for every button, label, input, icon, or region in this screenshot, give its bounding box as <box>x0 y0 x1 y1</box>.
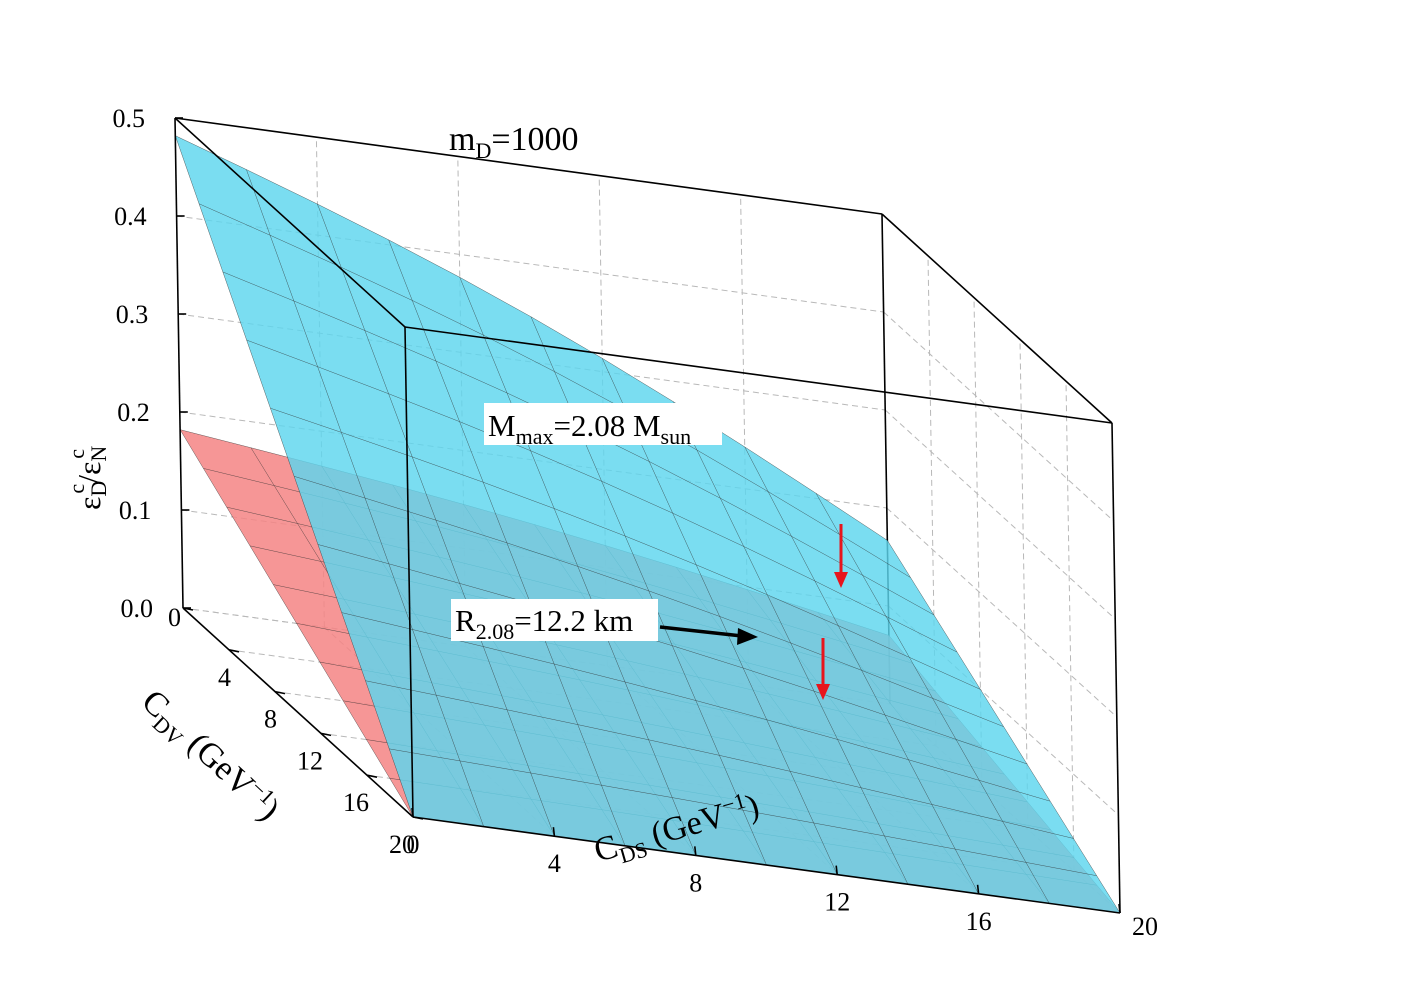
z-tick-label: 0.3 <box>116 300 149 329</box>
z-axis-title: εDc/εNc <box>64 446 111 510</box>
y-axis-title: CDV (GeV−1) <box>131 681 288 832</box>
z-tick-label: 0.4 <box>114 202 147 231</box>
mesh-line <box>365 680 1074 839</box>
y-tick-mark <box>228 649 240 653</box>
surface-layer <box>175 135 1121 914</box>
x-tick-label: 0 <box>407 830 420 859</box>
box-edge <box>412 816 1121 914</box>
x-tick-mark <box>835 865 838 875</box>
y-tick-mark <box>182 607 194 611</box>
y-tick-label: 4 <box>218 663 231 692</box>
x-tick-mark <box>1118 903 1121 914</box>
red-arrow-lower-head <box>816 684 830 700</box>
z-tick-label: 0.0 <box>121 594 154 623</box>
red-arrow-upper-head <box>834 572 848 588</box>
mesh-line <box>317 544 1028 765</box>
y-tick-label: 20 <box>389 830 415 859</box>
label-arrow <box>659 625 743 638</box>
series-label-mmax: Mmax=2.08 Msun <box>484 403 722 449</box>
y-tick-label: 0 <box>168 603 181 632</box>
box-edge <box>174 117 184 609</box>
box-edge <box>174 117 883 215</box>
surface-patch <box>175 135 1121 913</box>
box-edge <box>404 326 414 818</box>
mesh-line <box>175 135 888 541</box>
sidewall-grid-line <box>1019 339 1029 830</box>
svg-text:R2.08=12.2 km: R2.08=12.2 km <box>455 603 633 644</box>
backwall-grid-line <box>176 215 884 313</box>
y-tick-mark <box>412 816 424 820</box>
y-tick-label: 12 <box>297 746 323 775</box>
x-tick-mark <box>552 827 556 837</box>
y-tick-label: 8 <box>264 705 277 734</box>
sidewall-grid-line <box>883 311 1114 522</box>
svg-text:CDV (GeV−1): CDV (GeV−1) <box>131 681 288 832</box>
mesh-line <box>246 339 958 653</box>
box-edge <box>881 213 1113 424</box>
box-edge <box>174 117 406 328</box>
svg-text:εDc/εNc: εDc/εNc <box>64 446 111 510</box>
sidewall-grid-line <box>886 507 1118 718</box>
x-tick-mark <box>976 884 980 894</box>
box-edge <box>1111 422 1121 914</box>
surface-mmax <box>175 135 1121 914</box>
z-tick-label: 0.1 <box>119 496 152 525</box>
x-tick-label: 8 <box>689 868 702 897</box>
mesh-line <box>270 407 981 690</box>
svg-text:Mmax=2.08 Msun: Mmax=2.08 Msun <box>488 408 691 449</box>
sidewall-grid-line <box>884 409 1116 620</box>
backwall-grid-line <box>178 313 886 411</box>
x-tick-mark <box>411 807 414 818</box>
y-tick-label: 16 <box>343 788 369 817</box>
z-tick-label: 0.5 <box>113 104 146 133</box>
label-arrow-head <box>737 628 758 645</box>
y-tick-mark <box>320 732 332 737</box>
y-tick-mark <box>274 690 286 695</box>
x-tick-label: 20 <box>1132 912 1158 941</box>
z-tick-label: 0.2 <box>117 398 150 427</box>
sidewall-grid-line <box>1065 381 1075 872</box>
mesh-line <box>389 748 1097 876</box>
mesh-line <box>198 203 911 578</box>
annotation-title: mD=1000 <box>449 121 579 163</box>
mesh-line <box>294 476 1004 727</box>
box-edge <box>404 326 1113 424</box>
x-tick-label: 4 <box>548 849 561 878</box>
x-tick-label: 16 <box>966 907 992 936</box>
x-tick-label: 12 <box>824 888 850 917</box>
box-edge <box>182 607 414 818</box>
y-tick-mark <box>366 774 378 778</box>
x-tick-mark <box>694 846 697 856</box>
series-label-radius: R2.08=12.2 km <box>451 599 758 645</box>
